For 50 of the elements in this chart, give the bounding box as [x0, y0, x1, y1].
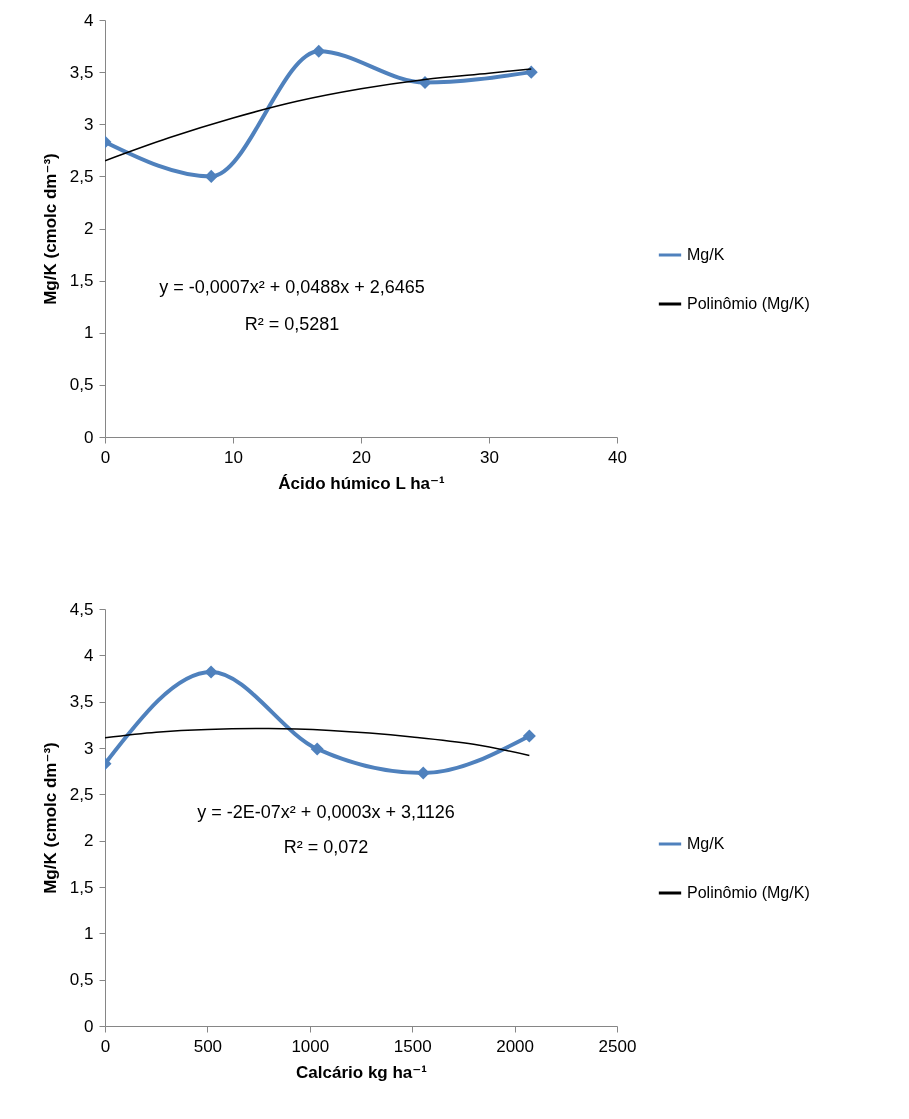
y-tick-label: 3	[84, 114, 94, 134]
annotation: R² = 0,5281	[244, 314, 340, 334]
line-series	[105, 727, 531, 757]
y-tick-label: 0	[84, 427, 94, 447]
x-tick-label: 1500	[393, 1036, 432, 1056]
y-tick-label: 0,5	[69, 970, 94, 990]
y-tick-label: 1	[84, 923, 94, 943]
point	[416, 766, 430, 780]
y-tick-label: 4	[84, 10, 94, 30]
y-tick-label: 3	[84, 738, 94, 758]
y-axis-title: Mg/K (cmolc dm⁻³)	[40, 153, 60, 305]
point	[524, 65, 538, 79]
y-tick-label: 1,5	[69, 877, 94, 897]
x-tick-label: 1000	[291, 1036, 330, 1056]
x-tick-label: 2500	[598, 1036, 637, 1056]
x-axis-title: Ácido húmico L ha⁻¹	[278, 473, 446, 493]
y-tick-label: 1,5	[69, 271, 94, 291]
point	[522, 729, 536, 743]
y-tick-label: 1	[84, 323, 94, 343]
x-tick-label: 0	[100, 447, 111, 467]
y-tick-label: 2,5	[69, 784, 94, 804]
y-axis-title: Mg/K (cmolc dm⁻³)	[40, 742, 60, 894]
annotation: y = -0,0007x² + 0,0488x + 2,6465	[159, 277, 425, 297]
annotation: y = -2E-07x² + 0,0003x + 3,1126	[197, 802, 455, 822]
point	[312, 44, 326, 58]
x-tick-label: 30	[480, 447, 499, 467]
x-tick-label: 500	[193, 1036, 223, 1056]
y-tick-label: 2,5	[69, 166, 94, 186]
point	[310, 742, 324, 756]
y-tick-label: 3,5	[69, 62, 94, 82]
y-tick-label: 4,5	[69, 599, 94, 619]
x-tick-label: 40	[608, 447, 627, 467]
point	[204, 169, 218, 183]
x-tick-label: 0	[100, 1036, 111, 1056]
x-tick-label: 10	[224, 447, 243, 467]
y-tick-label: 4	[84, 645, 94, 665]
x-tick-label: 2000	[496, 1036, 535, 1056]
y-tick-label: 2	[84, 831, 94, 851]
x-tick-label: 20	[352, 447, 371, 467]
y-tick-label: 3,5	[69, 692, 94, 712]
point	[204, 665, 218, 679]
y-tick-label: 0	[84, 1016, 94, 1036]
x-axis-title: Calcário kg ha⁻¹	[296, 1062, 428, 1082]
legend-label: Mg/K	[687, 246, 725, 263]
legend-label: Polinômio (Mg/K)	[687, 295, 810, 312]
y-tick-label: 2	[84, 219, 94, 238]
annotation: R² = 0,072	[283, 837, 369, 857]
y-tick-label: 0,5	[69, 375, 94, 395]
legend-label: Mg/K	[687, 835, 725, 852]
legend-label: Polinômio (Mg/K)	[687, 884, 810, 901]
